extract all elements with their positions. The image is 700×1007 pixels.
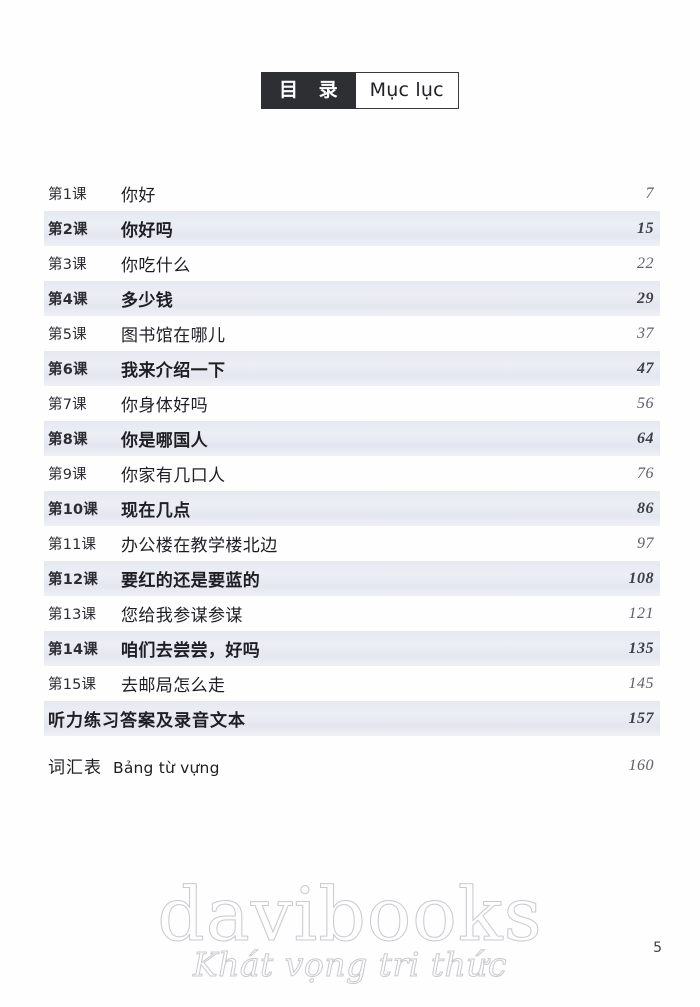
page-reference: 56	[637, 394, 654, 412]
lesson-title-vietnamese: Bảng từ vựng	[113, 759, 220, 777]
page-reference: 97	[637, 534, 654, 552]
lesson-number: 第7课	[48, 397, 87, 413]
lesson-title: 去邮局怎么走	[121, 676, 226, 696]
table-row[interactable]: 第8课 你是哪国人 64	[44, 421, 660, 456]
page-reference: 76	[637, 464, 654, 482]
table-row[interactable]: 词汇表 Bảng từ vựng 160	[44, 748, 660, 783]
watermark-tagline: Khát vọng tri thức	[192, 945, 508, 985]
page-reference: 29	[637, 289, 654, 307]
table-row[interactable]: 第1课 你好 7	[44, 176, 660, 211]
page-number: 5	[653, 940, 662, 956]
lesson-title: 词汇表 Bảng từ vựng	[48, 753, 606, 778]
lesson-number: 第8课	[48, 432, 88, 448]
lesson-title: 你是哪国人	[121, 431, 208, 451]
page-reference: 121	[628, 604, 654, 622]
table-row[interactable]: 第15课 去邮局怎么走 145	[44, 666, 660, 701]
page-reference: 135	[628, 639, 654, 657]
lesson-title: 现在几点	[121, 501, 191, 521]
lesson-title: 要红的还是要蓝的	[121, 571, 261, 591]
lesson-number: 第11课	[48, 537, 97, 553]
table-row[interactable]: 第7课 你身体好吗 56	[44, 386, 660, 421]
davibooks-watermark: davibooks Khát vọng tri thức	[0, 872, 700, 985]
page-reference: 145	[628, 674, 654, 692]
page-reference: 86	[637, 499, 654, 517]
lesson-number: 第5课	[48, 327, 87, 343]
table-row[interactable]: 第13课 您给我参谋参谋 121	[44, 596, 660, 631]
lesson-number: 第13课	[48, 607, 97, 623]
lesson-number: 第9课	[48, 467, 87, 483]
lesson-title: 办公楼在教学楼北边	[121, 536, 278, 556]
lesson-number: 第14课	[48, 642, 98, 658]
lesson-number: 第4课	[48, 292, 88, 308]
lesson-number: 第12课	[48, 572, 98, 588]
table-row[interactable]: 第10课 现在几点 86	[44, 491, 660, 526]
lesson-title: 听力练习答案及录音文本	[48, 711, 246, 731]
table-row[interactable]: 第9课 你家有几口人 76	[44, 456, 660, 491]
lesson-title: 您给我参谋参谋	[121, 606, 243, 626]
lesson-title: 你家有几口人	[121, 466, 226, 486]
table-row[interactable]: 第4课 多少钱 29	[44, 281, 660, 316]
table-row[interactable]: 第14课 咱们去尝尝，好吗 135	[44, 631, 660, 666]
lesson-title: 图书馆在哪儿	[121, 326, 226, 346]
table-of-contents-list: 第1课 你好 7 第2课 你好吗 15 第3课 你吃什么 22 第4课 多少钱 29 第5课 图书馆在哪儿…	[44, 176, 660, 783]
lesson-number: 第15课	[48, 677, 97, 693]
table-row[interactable]: 第11课 办公楼在教学楼北边 97	[44, 526, 660, 561]
lesson-title: 多少钱	[121, 291, 174, 311]
toc-title-vietnamese: Mục lục	[355, 72, 459, 109]
page-reference: 108	[628, 569, 654, 587]
page-reference: 160	[628, 756, 654, 774]
page-reference: 64	[637, 429, 654, 447]
table-row[interactable]: 第12课 要红的还是要蓝的 108	[44, 561, 660, 596]
table-row[interactable]: 听力练习答案及录音文本 157	[44, 701, 660, 736]
toc-title-chinese: 目 录	[261, 72, 356, 109]
table-row[interactable]: 第6课 我来介绍一下 47	[44, 351, 660, 386]
lesson-title: 咱们去尝尝，好吗	[121, 641, 261, 661]
page-reference: 157	[628, 709, 654, 727]
lesson-title-chinese: 词汇表	[48, 758, 102, 778]
toc-title-badge: 目 录 Mục lục	[261, 72, 459, 109]
table-row[interactable]: 第2课 你好吗 15	[44, 211, 660, 246]
page-reference: 37	[637, 324, 654, 342]
page-reference: 22	[637, 254, 654, 272]
table-row[interactable]: 第3课 你吃什么 22	[44, 246, 660, 281]
lesson-number: 第2课	[48, 222, 88, 238]
lesson-title: 你身体好吗	[121, 396, 208, 416]
lesson-number: 第1课	[48, 187, 87, 203]
lesson-title: 你好吗	[121, 221, 174, 241]
watermark-brand: davibooks	[157, 872, 543, 958]
page-reference: 15	[637, 219, 654, 237]
page-reference: 47	[637, 359, 654, 377]
lesson-title: 你好	[121, 186, 156, 206]
page-reference: 7	[645, 184, 654, 202]
lesson-title: 你吃什么	[121, 256, 191, 276]
lesson-title: 我来介绍一下	[121, 361, 226, 381]
table-row[interactable]: 第5课 图书馆在哪儿 37	[44, 316, 660, 351]
lesson-number: 第6课	[48, 362, 88, 378]
lesson-number: 第3课	[48, 257, 87, 273]
lesson-number: 第10课	[48, 502, 98, 518]
